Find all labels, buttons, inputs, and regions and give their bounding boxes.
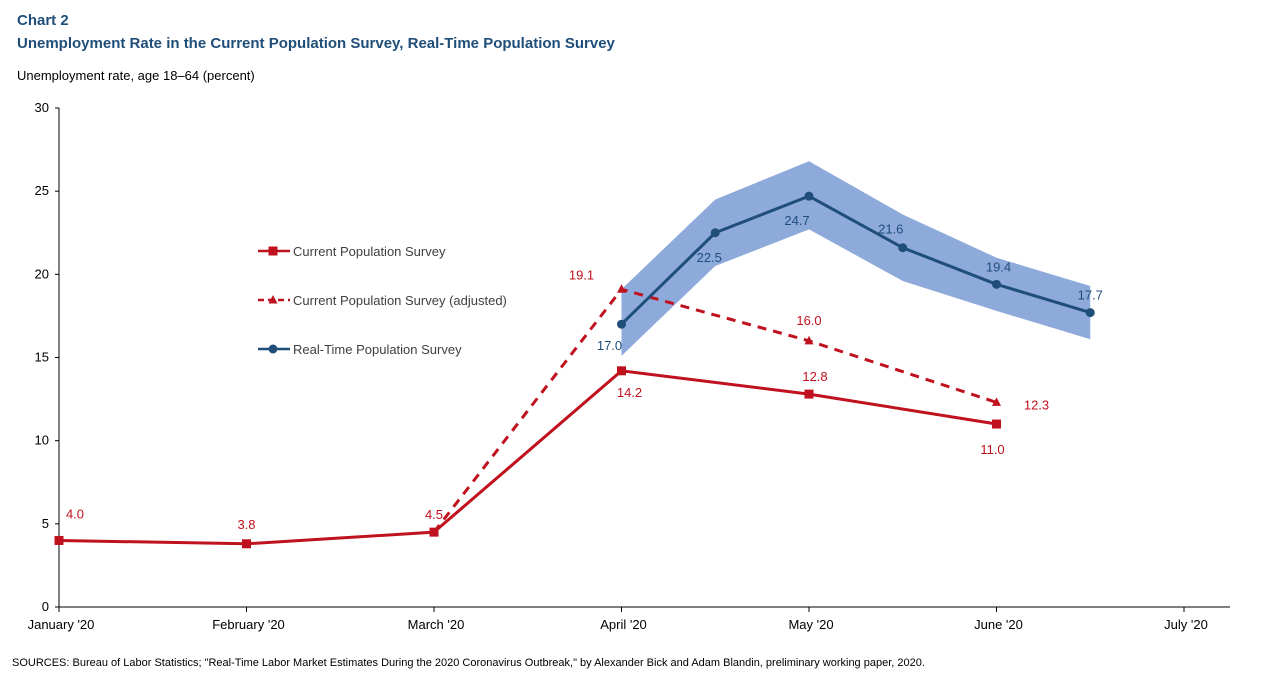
- data-point-circle: [804, 191, 814, 201]
- legend-label: Current Population Survey: [293, 244, 446, 259]
- data-point-square: [242, 539, 251, 549]
- data-label: 17.7: [1078, 288, 1103, 303]
- data-point-square: [429, 527, 439, 537]
- y-tick-label: 0: [42, 599, 49, 614]
- data-point-circle: [268, 344, 278, 354]
- x-tick-label: April '20: [600, 617, 647, 632]
- x-tick-label: March '20: [408, 617, 465, 632]
- x-tick-label: June '20: [974, 617, 1023, 632]
- series-line-2: [432, 287, 997, 534]
- chart-title: Unemployment Rate in the Current Populat…: [17, 35, 615, 52]
- confidence-band-layer: [621, 161, 1091, 356]
- data-point-square: [992, 419, 1001, 429]
- data-point-square: [804, 389, 814, 399]
- data-label: 12.8: [802, 369, 827, 384]
- x-tick-label: May '20: [788, 617, 833, 632]
- data-label: 14.2: [617, 385, 642, 400]
- series-line-3: [620, 194, 1091, 326]
- data-label: 11.0: [980, 442, 1004, 457]
- data-label: 16.0: [796, 313, 821, 328]
- y-tick-label: 10: [35, 433, 49, 448]
- data-label: 12.3: [1024, 397, 1049, 412]
- data-label: 19.4: [986, 259, 1011, 274]
- data-label: 22.5: [697, 250, 722, 265]
- x-tick-label: July '20: [1164, 617, 1208, 632]
- data-label: 4.5: [425, 507, 443, 522]
- confidence-band: [621, 161, 1091, 356]
- data-label: 17.0: [597, 338, 622, 353]
- data-label-layer: 4.0 3.8 4.5 14.2 12.8 11.0 19.1 16.0 12.3 17.0 22.…: [66, 213, 1103, 532]
- data-label: 19.1: [569, 267, 594, 282]
- y-tick-label: 20: [35, 266, 49, 281]
- data-label: 3.8: [237, 517, 255, 532]
- y-axis-label: Unemployment rate, age 18–64 (percent): [17, 68, 255, 83]
- y-tick-label: 25: [35, 183, 49, 198]
- data-point-square: [54, 535, 64, 545]
- data-point-triangle: [268, 295, 278, 304]
- axes: 0 5 10 15 20 25 30 January '20 February '20 March…: [28, 100, 1230, 632]
- legend-label: Real-Time Population Survey: [293, 342, 462, 357]
- series-line-1: [58, 369, 997, 546]
- x-tick-label: February '20: [212, 617, 285, 632]
- x-tick-label: January '20: [28, 617, 95, 632]
- data-point-circle: [710, 228, 720, 238]
- data-point-triangle: [617, 284, 626, 293]
- data-point-circle: [617, 319, 626, 329]
- data-point-circle: [898, 243, 908, 253]
- legend: Current Population Survey Current Populat…: [258, 244, 507, 357]
- y-tick-label: 30: [35, 100, 49, 115]
- data-point-circle: [992, 279, 1001, 289]
- data-point-square: [268, 246, 278, 256]
- data-point-square: [617, 366, 626, 376]
- data-label: 24.7: [784, 213, 809, 228]
- y-tick-label: 15: [35, 350, 49, 365]
- data-point-triangle: [992, 397, 1001, 406]
- series-layer: [54, 191, 1095, 549]
- data-label: 21.6: [878, 222, 903, 237]
- chart-number: Chart 2: [17, 12, 69, 29]
- data-point-circle: [1085, 308, 1095, 318]
- legend-label: Current Population Survey (adjusted): [293, 293, 507, 308]
- y-tick-label: 5: [42, 516, 49, 531]
- data-point-triangle: [804, 335, 814, 345]
- data-label: 4.0: [66, 506, 84, 521]
- source-note: SOURCES: Bureau of Labor Statistics; "Re…: [12, 657, 925, 669]
